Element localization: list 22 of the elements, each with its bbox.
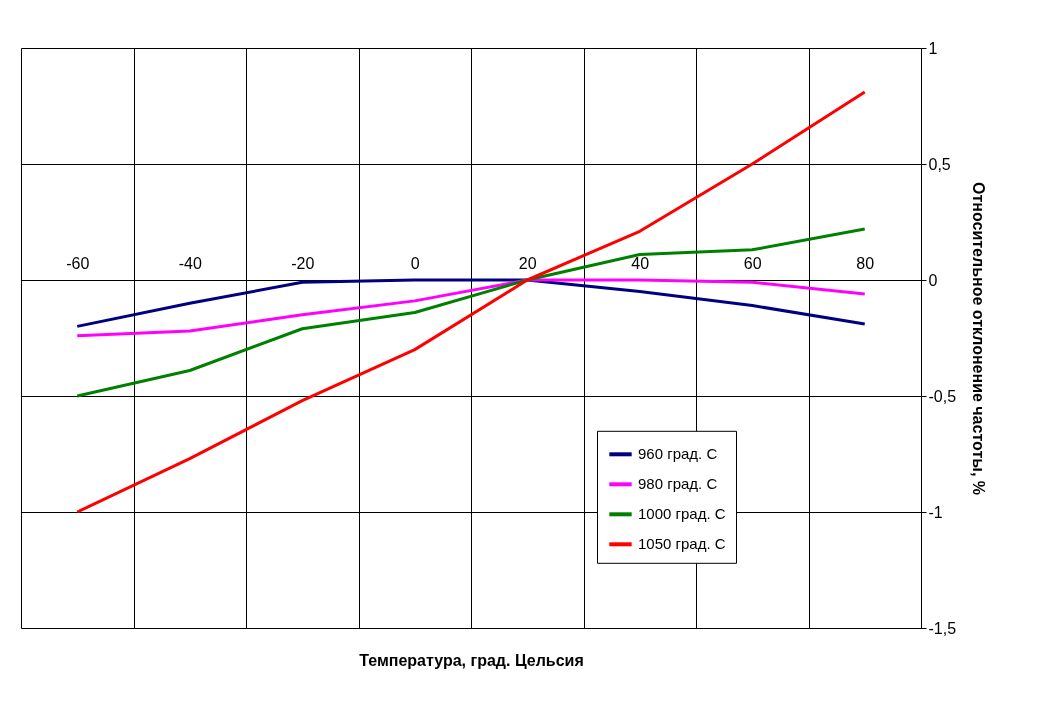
y-tick-label: 0: [928, 271, 938, 289]
legend-label: 1000 град. С: [638, 505, 726, 523]
legend-label: 980 град. С: [638, 475, 718, 493]
y-tick-label: -1: [928, 503, 943, 521]
legend-label: 960 град. С: [638, 445, 718, 463]
y-tick-label: 0,5: [928, 155, 951, 173]
x-tick-label: 80: [856, 254, 875, 272]
x-tick-label: -40: [178, 254, 202, 272]
y-tick-label: -0,5: [928, 387, 957, 405]
y-tick-label: 1: [928, 39, 938, 57]
x-tick-label: 0: [410, 254, 420, 272]
x-axis-title: Температура, град. Цельсия: [359, 651, 584, 669]
x-tick-label: 40: [631, 254, 650, 272]
line-series: [75, 278, 867, 338]
y-axis-title: Относительное отклонение частоты, %: [970, 181, 988, 496]
line-series: [75, 278, 867, 328]
x-tick-label: -20: [291, 254, 315, 272]
x-tick-label: -60: [66, 254, 90, 272]
x-tick-label: 20: [518, 254, 537, 272]
legend-label: 1050 град. С: [638, 535, 726, 553]
y-tick-label: -1,5: [928, 619, 957, 637]
x-tick-label: 60: [743, 254, 762, 272]
